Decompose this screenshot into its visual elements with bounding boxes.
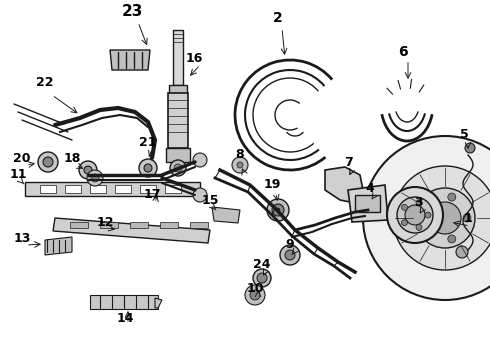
Circle shape	[423, 201, 431, 209]
Circle shape	[174, 164, 182, 172]
Polygon shape	[348, 185, 388, 222]
Polygon shape	[140, 185, 156, 193]
Polygon shape	[190, 222, 208, 228]
Polygon shape	[70, 222, 88, 228]
Circle shape	[387, 187, 443, 243]
Polygon shape	[155, 298, 162, 308]
Circle shape	[193, 188, 207, 202]
Text: 14: 14	[116, 311, 134, 324]
Polygon shape	[160, 222, 178, 228]
Circle shape	[416, 200, 422, 206]
Text: 15: 15	[201, 194, 219, 207]
Text: 24: 24	[253, 258, 271, 271]
Circle shape	[397, 197, 433, 233]
Circle shape	[280, 245, 300, 265]
Circle shape	[193, 153, 207, 167]
Polygon shape	[40, 185, 56, 193]
Text: 9: 9	[286, 238, 294, 252]
Circle shape	[423, 227, 431, 235]
Circle shape	[393, 166, 490, 270]
Circle shape	[38, 152, 58, 172]
Text: 5: 5	[460, 129, 468, 141]
Bar	[173, 30, 183, 85]
Polygon shape	[355, 195, 380, 212]
Polygon shape	[115, 185, 131, 193]
Circle shape	[276, 208, 280, 212]
Circle shape	[415, 188, 475, 248]
Circle shape	[416, 224, 422, 230]
Text: 2: 2	[273, 11, 283, 25]
Text: 8: 8	[236, 148, 245, 162]
Text: 19: 19	[263, 179, 281, 192]
Bar	[168, 93, 188, 148]
Text: 17: 17	[143, 189, 161, 202]
Circle shape	[253, 269, 271, 287]
Text: 18: 18	[63, 152, 81, 165]
Circle shape	[401, 220, 408, 226]
Circle shape	[79, 161, 97, 179]
Circle shape	[463, 214, 471, 222]
Circle shape	[363, 136, 490, 300]
Text: 23: 23	[122, 4, 143, 19]
Circle shape	[448, 235, 456, 243]
Text: 6: 6	[398, 45, 408, 59]
Circle shape	[401, 204, 408, 210]
Polygon shape	[110, 50, 150, 70]
Circle shape	[429, 202, 461, 234]
Polygon shape	[45, 237, 72, 255]
Circle shape	[405, 205, 425, 225]
Circle shape	[272, 204, 284, 216]
Bar	[169, 85, 187, 93]
Polygon shape	[65, 185, 81, 193]
Polygon shape	[130, 222, 148, 228]
Circle shape	[267, 199, 289, 221]
Text: 21: 21	[139, 135, 157, 148]
Polygon shape	[53, 218, 210, 243]
Circle shape	[91, 174, 99, 182]
Circle shape	[87, 170, 103, 186]
Polygon shape	[25, 182, 200, 196]
Text: 11: 11	[9, 168, 27, 181]
Text: 10: 10	[246, 282, 264, 294]
Text: 7: 7	[343, 156, 352, 168]
Polygon shape	[100, 222, 118, 228]
Polygon shape	[165, 185, 181, 193]
Polygon shape	[212, 207, 240, 223]
Text: 16: 16	[185, 51, 203, 64]
Circle shape	[465, 143, 475, 153]
Circle shape	[170, 160, 186, 176]
Text: 1: 1	[464, 211, 472, 225]
Circle shape	[257, 273, 267, 283]
Polygon shape	[90, 185, 106, 193]
Circle shape	[456, 246, 468, 258]
Circle shape	[448, 193, 456, 201]
Text: 12: 12	[96, 216, 114, 229]
Text: 20: 20	[13, 152, 31, 165]
Circle shape	[139, 159, 157, 177]
Bar	[90, 295, 158, 309]
Circle shape	[84, 166, 92, 174]
Circle shape	[237, 162, 243, 168]
Circle shape	[285, 250, 295, 260]
Circle shape	[245, 285, 265, 305]
Text: 4: 4	[366, 181, 374, 194]
Polygon shape	[325, 167, 363, 203]
Circle shape	[144, 164, 152, 172]
Bar	[166, 148, 190, 162]
Circle shape	[43, 157, 53, 167]
Text: 13: 13	[13, 231, 31, 244]
Circle shape	[425, 212, 431, 218]
Text: 22: 22	[36, 76, 54, 89]
Text: 3: 3	[414, 195, 422, 208]
Circle shape	[250, 290, 260, 300]
Circle shape	[232, 157, 248, 173]
